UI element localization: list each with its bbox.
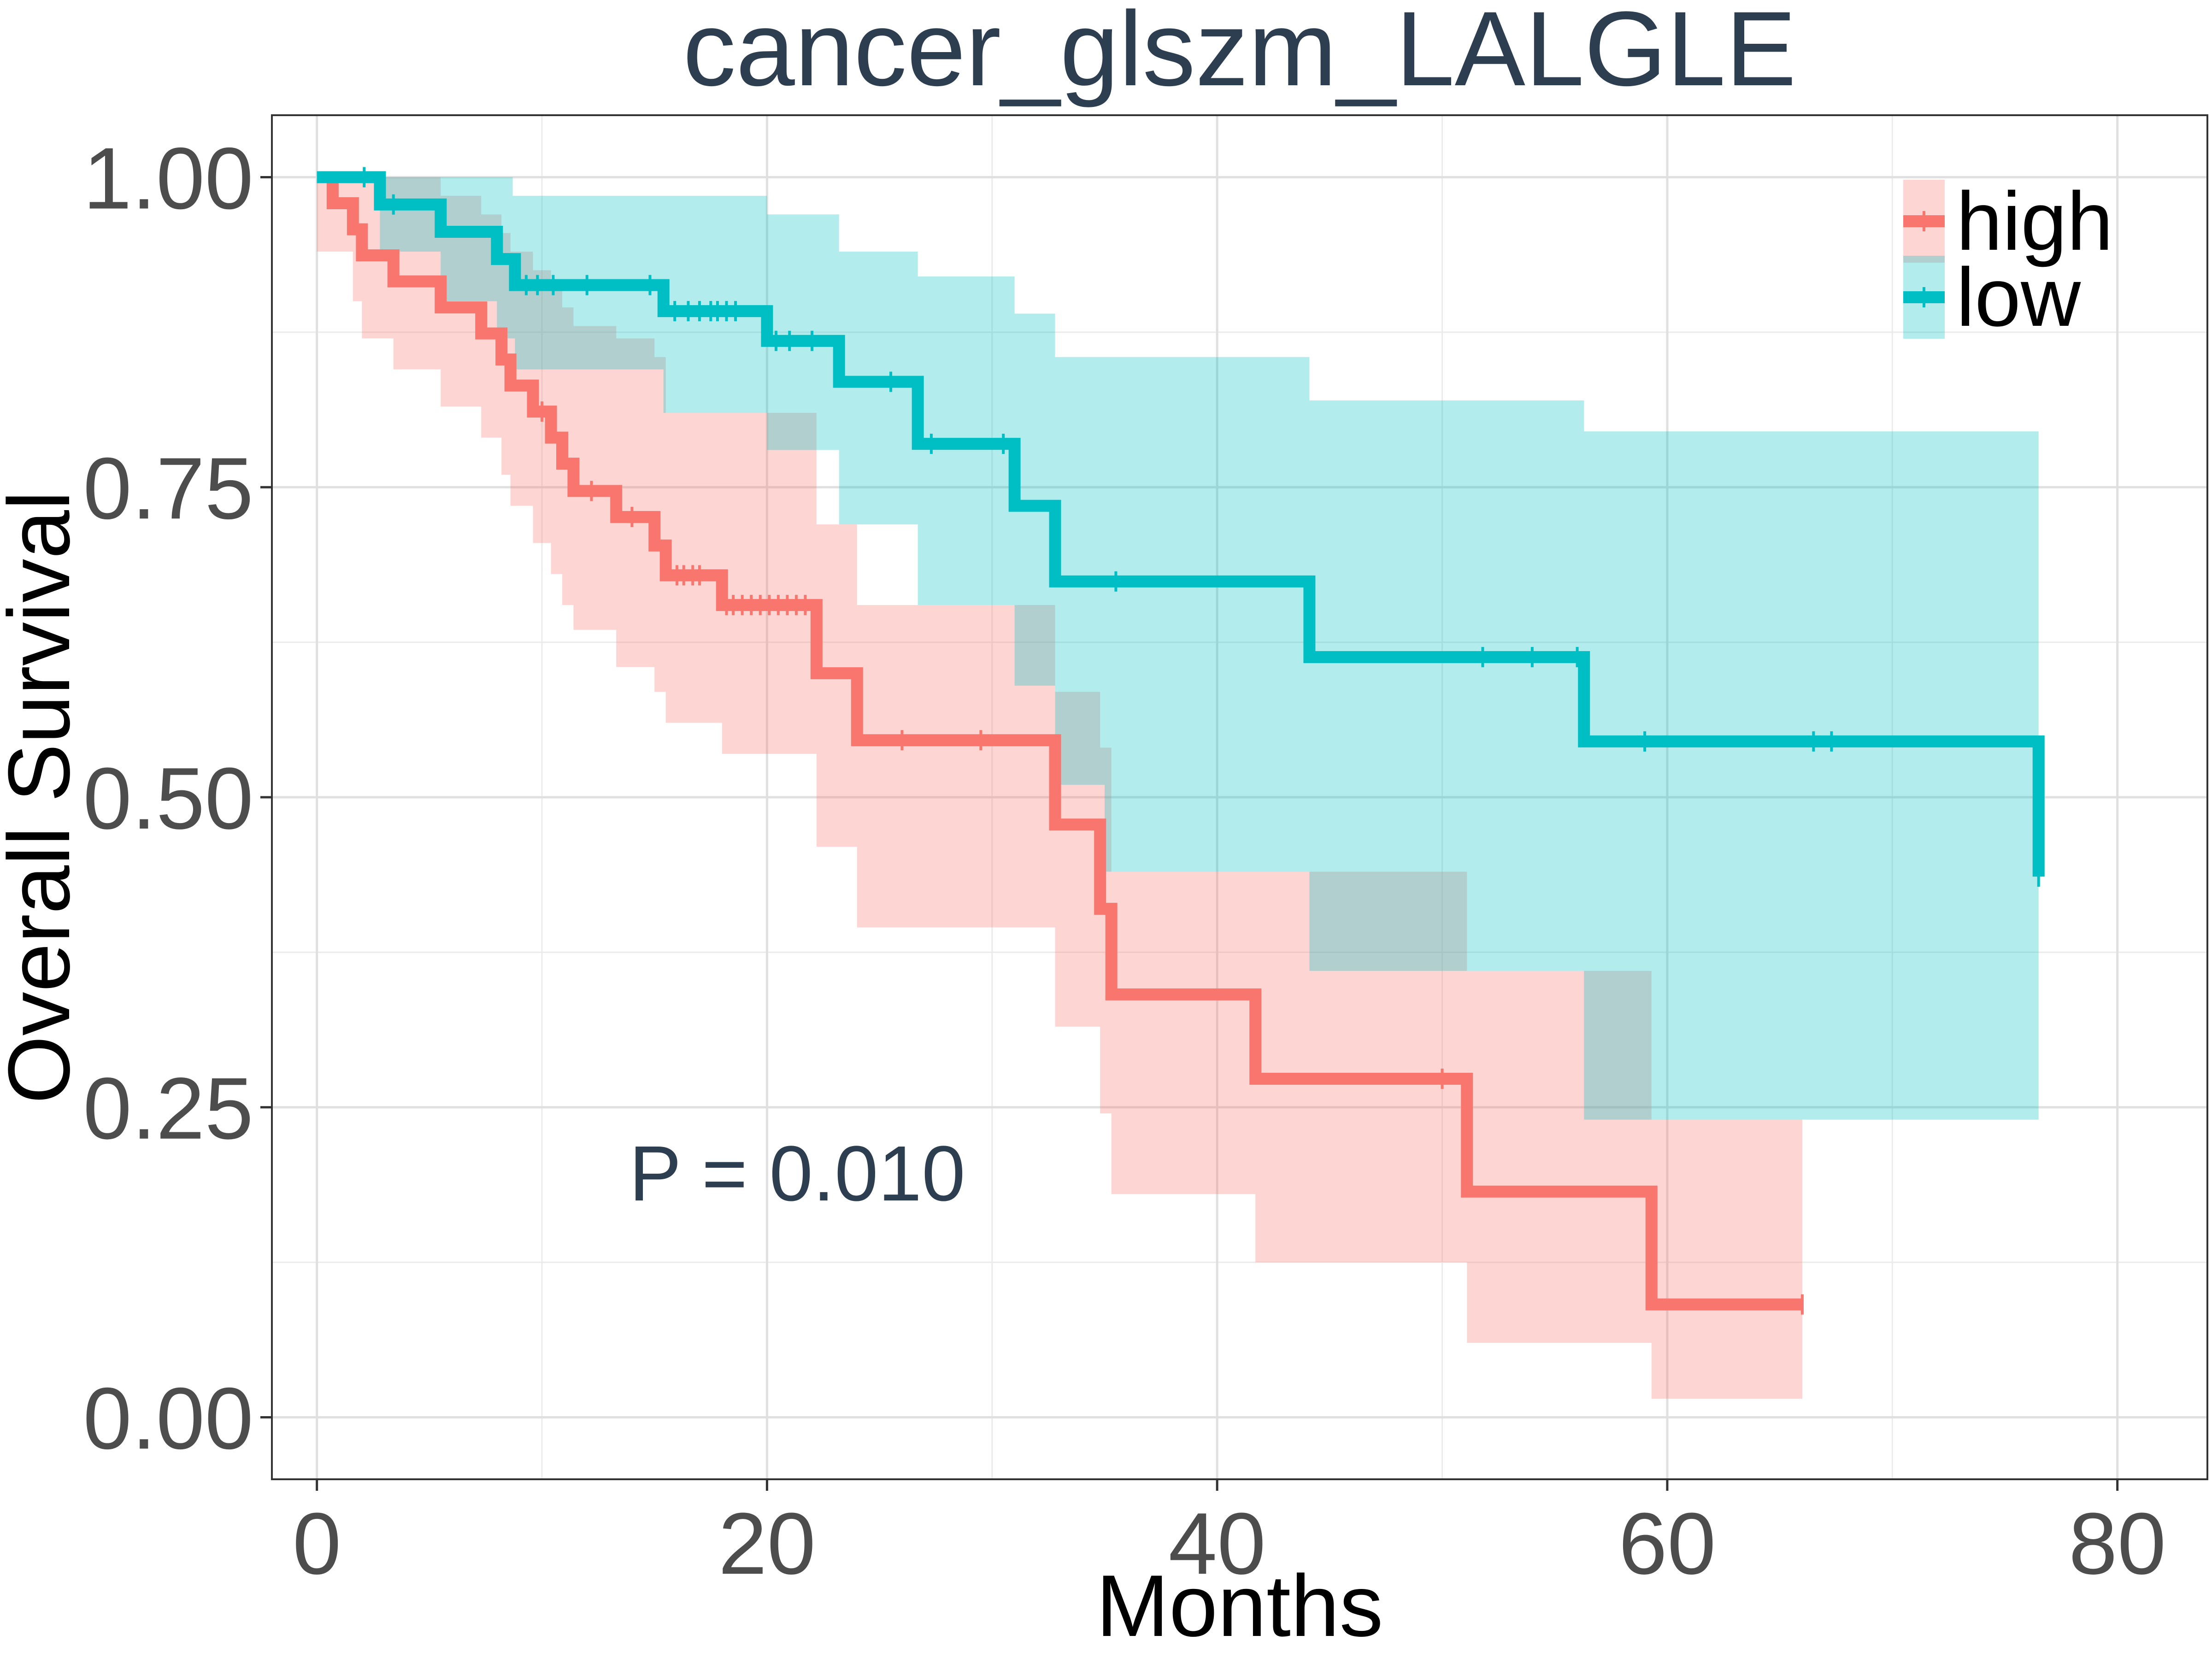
y-tick-label: 0.25 bbox=[83, 1060, 253, 1158]
confidence-band-low bbox=[317, 177, 2039, 1120]
survival-curve-high bbox=[317, 171, 1802, 1311]
x-tick-label: 40 bbox=[1168, 1495, 1265, 1593]
legend-label-low: low bbox=[1956, 251, 2081, 344]
x-axis-label: Months bbox=[1096, 1557, 1383, 1655]
chart-title: cancer_glszm_LALGLE bbox=[683, 0, 1796, 108]
legend-label-high: high bbox=[1956, 175, 2113, 268]
x-tick-label: 20 bbox=[718, 1495, 816, 1593]
y-axis-label: Overall Survival bbox=[0, 491, 88, 1104]
grid bbox=[272, 115, 2207, 1479]
y-tick-label: 1.00 bbox=[83, 130, 253, 228]
survival-curves bbox=[317, 171, 2045, 1311]
x-tick-label: 60 bbox=[1618, 1495, 1716, 1593]
y-tick-label: 0.00 bbox=[83, 1370, 253, 1467]
x-tick-label: 80 bbox=[2069, 1495, 2166, 1593]
censor-marks bbox=[363, 167, 2040, 1315]
y-tick-label: 0.75 bbox=[83, 440, 253, 537]
survival-curve-low bbox=[317, 171, 2045, 877]
axes: 0 20 40 60 80 0.00 0.25 0.50 0.75 1.00 bbox=[83, 130, 2166, 1593]
x-tick-label: 0 bbox=[293, 1495, 341, 1593]
y-tick-label: 0.50 bbox=[83, 750, 253, 847]
p-value-annotation: P = 0.010 bbox=[629, 1130, 965, 1218]
